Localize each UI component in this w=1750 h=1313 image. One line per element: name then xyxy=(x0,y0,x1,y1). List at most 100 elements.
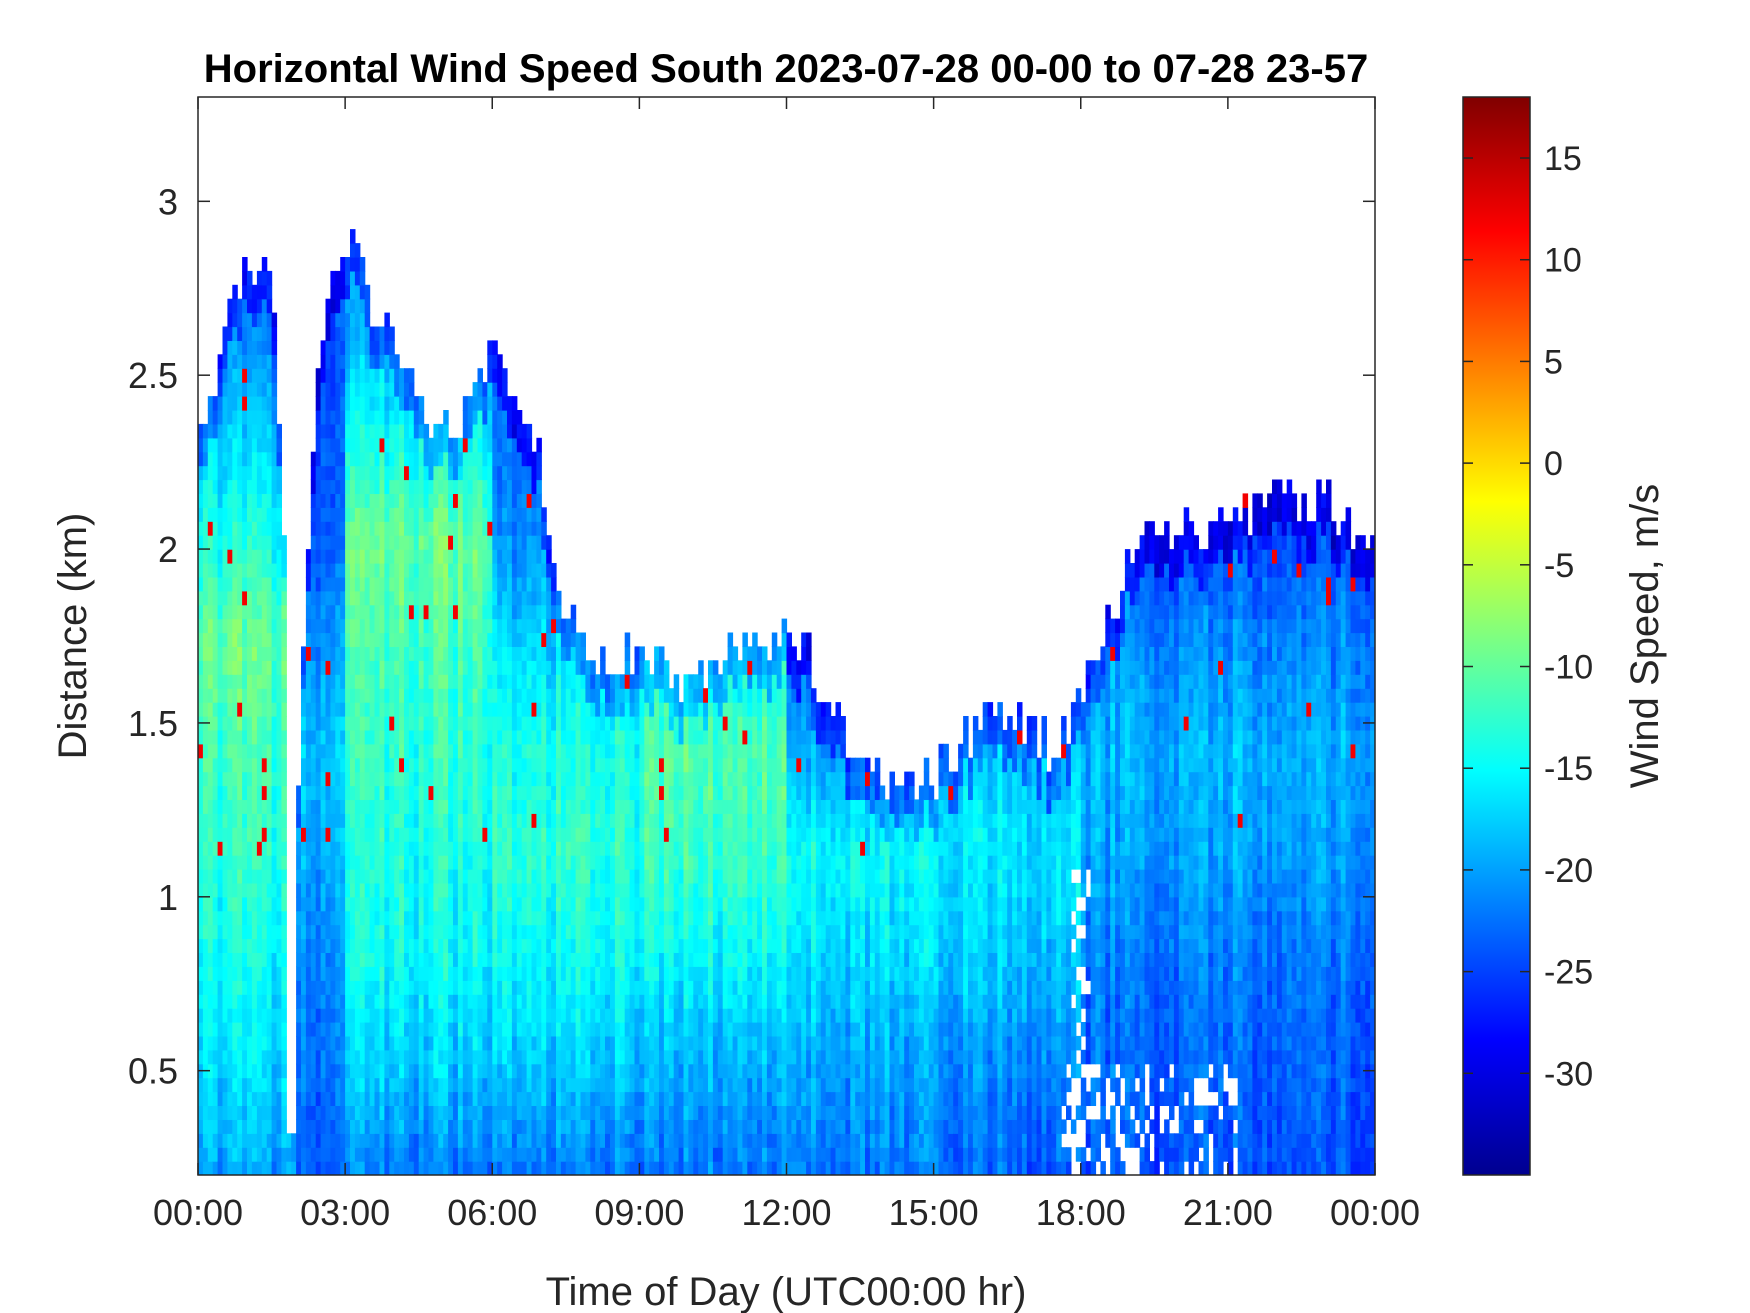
heatmap-cell xyxy=(663,1147,670,1162)
heatmap-cell xyxy=(423,660,430,675)
heatmap-cell xyxy=(457,1049,464,1065)
heatmap-cell xyxy=(340,1105,346,1121)
heatmap-cell xyxy=(482,980,488,995)
heatmap-cell xyxy=(560,841,567,856)
heatmap-cell xyxy=(320,952,327,967)
heatmap-cell xyxy=(443,410,449,425)
heatmap-cell xyxy=(428,729,434,745)
heatmap-cell xyxy=(261,799,268,814)
heatmap-cell xyxy=(516,882,523,898)
heatmap-cell xyxy=(354,896,361,912)
heatmap-cell xyxy=(320,702,327,717)
heatmap-cell xyxy=(570,771,577,787)
heatmap-cell xyxy=(350,451,356,467)
heatmap-cell xyxy=(521,451,528,467)
heatmap-cell xyxy=(227,1022,233,1037)
heatmap-cell xyxy=(354,952,361,967)
heatmap-cell xyxy=(227,590,233,606)
heatmap-cell xyxy=(511,716,518,731)
heatmap-cell xyxy=(330,813,336,828)
heatmap-cell xyxy=(261,549,268,564)
heatmap-cell xyxy=(644,1133,650,1148)
heatmap-cell xyxy=(247,521,253,536)
heatmap-cell xyxy=(276,855,282,870)
heatmap-cell xyxy=(590,702,596,717)
heatmap-cell xyxy=(541,910,547,926)
heatmap-cell xyxy=(374,660,380,675)
heatmap-cell xyxy=(649,785,655,801)
heatmap-cell xyxy=(654,1022,660,1037)
heatmap-cell xyxy=(212,827,219,842)
heatmap-cell xyxy=(541,716,547,731)
heatmap-cell xyxy=(659,1008,665,1023)
heatmap-cell xyxy=(242,688,248,703)
heatmap-cell xyxy=(247,1077,253,1093)
heatmap-cell xyxy=(227,882,233,898)
heatmap-cell xyxy=(384,855,390,870)
heatmap-cell xyxy=(551,1119,557,1134)
heatmap-cell xyxy=(222,799,228,814)
heatmap-cell xyxy=(389,702,395,717)
heatmap-cell xyxy=(570,1063,577,1079)
heatmap-cell xyxy=(585,813,591,828)
heatmap-cell xyxy=(423,1035,430,1051)
heatmap-cell xyxy=(492,437,498,453)
heatmap-cell xyxy=(364,410,371,425)
heatmap-cell xyxy=(629,757,636,773)
heatmap-cell xyxy=(374,563,380,578)
heatmap-cell xyxy=(482,994,488,1009)
heatmap-cell xyxy=(516,618,523,634)
heatmap-cell xyxy=(369,549,376,564)
heatmap-cell xyxy=(261,1035,268,1051)
heatmap-cell xyxy=(570,952,577,967)
heatmap-cell xyxy=(408,465,415,481)
heatmap-cell xyxy=(242,1119,248,1134)
heatmap-cell xyxy=(359,298,366,314)
heatmap-cell xyxy=(482,604,488,620)
heatmap-cell xyxy=(511,451,518,467)
heatmap-cell xyxy=(448,855,454,870)
heatmap-cell xyxy=(497,994,503,1009)
heatmap-cell xyxy=(502,910,508,926)
heatmap-cell xyxy=(320,576,327,592)
heatmap-cell xyxy=(350,382,356,397)
heatmap-cell xyxy=(521,896,528,912)
heatmap-cell xyxy=(457,688,464,703)
heatmap-cell xyxy=(354,423,361,439)
heatmap-cell xyxy=(497,1035,503,1051)
heatmap-cell xyxy=(644,952,650,967)
heatmap-cell xyxy=(207,535,214,550)
heatmap-cell xyxy=(325,966,331,981)
heatmap-cell xyxy=(472,604,479,620)
heatmap-cell xyxy=(242,674,248,689)
heatmap-cell xyxy=(320,563,327,578)
heatmap-cell xyxy=(222,326,228,342)
heatmap-cell xyxy=(644,980,650,995)
heatmap-cell xyxy=(659,716,665,731)
heatmap-cell xyxy=(359,1008,366,1023)
heatmap-cell xyxy=(467,1049,474,1065)
heatmap-cell xyxy=(467,618,474,634)
heatmap-cell xyxy=(354,604,361,620)
heatmap-cell xyxy=(585,924,591,940)
heatmap-cell xyxy=(477,743,483,759)
heatmap-cell xyxy=(404,827,410,842)
heatmap-cell xyxy=(502,785,508,801)
heatmap-cell xyxy=(610,716,616,731)
heatmap-cell xyxy=(428,1049,434,1065)
heatmap-cell xyxy=(575,743,582,759)
heatmap-cell xyxy=(536,966,542,981)
heatmap-cell xyxy=(325,743,331,759)
heatmap-cell xyxy=(301,688,307,703)
heatmap-cell xyxy=(467,1063,474,1079)
heatmap-cell xyxy=(560,1008,567,1023)
heatmap-cell xyxy=(556,1049,562,1065)
heatmap-cell xyxy=(379,1105,385,1121)
heatmap-cell xyxy=(600,966,606,981)
heatmap-cell xyxy=(399,938,405,954)
heatmap-cell xyxy=(247,493,253,508)
heatmap-cell xyxy=(242,910,248,926)
heatmap-cell xyxy=(350,354,356,369)
heatmap-cell xyxy=(516,729,523,745)
heatmap-cell xyxy=(433,451,439,467)
